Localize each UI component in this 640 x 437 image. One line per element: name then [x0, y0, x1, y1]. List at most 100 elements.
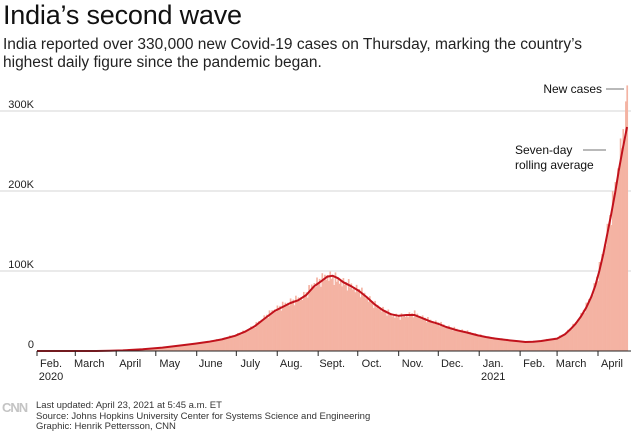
- new-cases-bar: [449, 328, 452, 351]
- new-cases-bar: [552, 339, 555, 351]
- new-cases-bar: [380, 311, 383, 351]
- new-cases-bar: [470, 333, 473, 351]
- new-cases-bar: [477, 334, 479, 351]
- new-cases-bar: [318, 278, 321, 351]
- new-cases-bar: [242, 330, 244, 351]
- new-cases-bar: [520, 341, 523, 351]
- new-cases-bar: [618, 172, 621, 351]
- new-cases-bar: [466, 330, 469, 351]
- new-cases-bar: [557, 338, 560, 351]
- new-cases-bar: [454, 329, 457, 351]
- new-cases-bar: [384, 310, 387, 351]
- new-cases-bar: [350, 283, 353, 351]
- new-cases-bar: [225, 338, 227, 351]
- new-cases-bar: [172, 346, 174, 351]
- new-cases-bar: [148, 348, 151, 351]
- new-cases-bar: [541, 340, 544, 351]
- new-cases-bar: [398, 315, 400, 351]
- new-cases-bar: [565, 333, 568, 351]
- x-tick-label: Feb.: [40, 358, 62, 370]
- new-cases-bar: [428, 321, 431, 351]
- new-cases-bar: [334, 272, 337, 351]
- new-cases-bar: [181, 345, 184, 351]
- new-cases-bar: [247, 329, 250, 351]
- new-cases-bar: [442, 324, 445, 351]
- new-cases-bar: [512, 341, 515, 351]
- new-cases-bar: [170, 346, 173, 351]
- x-tick-label: July: [241, 358, 261, 370]
- new-cases-bar: [263, 315, 266, 351]
- new-cases-bar: [345, 281, 347, 351]
- new-cases-bar: [366, 296, 369, 351]
- new-cases-bar: [299, 300, 301, 351]
- x-tick-label: April: [119, 358, 141, 370]
- new-cases-bar: [301, 300, 304, 351]
- new-cases-bar: [153, 348, 156, 351]
- new-cases-bar: [440, 321, 442, 351]
- new-cases-bar: [433, 323, 436, 351]
- new-cases-bar: [621, 148, 623, 351]
- new-cases-bar: [353, 287, 355, 351]
- new-cases-bar: [425, 322, 428, 351]
- new-cases-bar: [234, 335, 237, 351]
- new-cases-bar: [394, 317, 396, 351]
- new-cases-bar: [277, 308, 280, 351]
- new-cases-bar: [322, 280, 325, 351]
- new-cases-bar: [486, 337, 489, 351]
- new-cases-bar: [210, 340, 213, 351]
- new-cases-bar: [266, 314, 268, 351]
- new-cases-bar: [540, 339, 543, 351]
- new-cases-bar: [511, 340, 514, 351]
- new-cases-bar: [351, 289, 354, 351]
- new-cases-bar: [510, 340, 512, 351]
- new-cases-bar: [553, 337, 556, 351]
- new-cases-bar: [180, 345, 182, 351]
- new-cases-bar: [188, 344, 190, 351]
- new-cases-bar: [411, 313, 413, 351]
- new-cases-bar: [403, 314, 405, 351]
- last-updated: Last updated: April 23, 2021 at 5:45 a.m…: [36, 400, 222, 411]
- new-cases-bar: [605, 245, 607, 351]
- new-cases-bar: [460, 331, 462, 351]
- new-cases-bar: [326, 275, 329, 351]
- new-cases-bar: [527, 341, 530, 351]
- new-cases-bar: [280, 310, 283, 351]
- new-cases-bar: [462, 331, 465, 351]
- new-cases-bar: [596, 276, 598, 351]
- new-cases-bar: [568, 330, 570, 351]
- new-cases-bar: [503, 339, 506, 351]
- new-cases-bar: [159, 347, 161, 351]
- new-cases-bar: [407, 317, 409, 351]
- new-cases-bar: [530, 341, 532, 351]
- new-cases-bar: [178, 345, 181, 351]
- y-tick-label: 200K: [8, 179, 34, 191]
- new-cases-bar: [177, 345, 180, 351]
- new-cases-bar: [597, 281, 600, 351]
- new-cases-bar: [300, 297, 303, 351]
- new-cases-bar: [185, 344, 188, 351]
- new-cases-bar: [502, 339, 504, 351]
- new-cases-bar: [625, 101, 627, 352]
- new-cases-bar: [493, 337, 495, 351]
- new-cases-bar: [405, 315, 408, 351]
- new-cases-bar: [489, 337, 491, 351]
- new-cases-bar: [445, 326, 448, 351]
- new-cases-bar: [434, 320, 437, 351]
- new-cases-bar: [532, 340, 535, 351]
- new-cases-bar: [379, 307, 382, 351]
- new-cases-bar: [161, 347, 164, 351]
- new-cases-bar: [563, 335, 565, 351]
- new-cases-bar: [314, 287, 317, 351]
- new-cases-bar: [221, 339, 223, 351]
- new-cases-bar: [223, 337, 226, 351]
- new-cases-bar: [441, 325, 444, 351]
- new-cases-bar: [254, 327, 256, 351]
- new-cases-bar: [391, 316, 394, 351]
- new-cases-bar: [222, 339, 225, 351]
- new-cases-bar: [251, 327, 254, 351]
- new-cases-bar: [285, 305, 288, 351]
- new-cases-bar: [474, 333, 477, 351]
- footer: Last updated: April 23, 2021 at 5:45 a.m…: [36, 400, 370, 433]
- new-cases-bar: [269, 313, 272, 351]
- new-cases-bar: [464, 330, 466, 351]
